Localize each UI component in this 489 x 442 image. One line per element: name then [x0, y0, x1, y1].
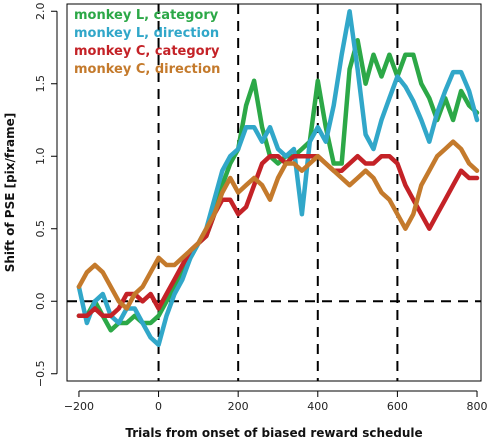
legend-entry-3: monkey C, category: [74, 44, 220, 59]
x-tick-label: −200: [64, 400, 94, 413]
legend-entry-2: monkey L, direction: [74, 26, 219, 41]
legend-entry-1: monkey L, category: [74, 8, 219, 23]
y-axis-label: Shift of PSE [pix/frame]: [3, 113, 17, 273]
series-line-1: [76, 37, 480, 333]
series-line-4: [76, 139, 480, 311]
legend-entry-4: monkey C, direction: [74, 62, 220, 77]
plot-frame: [66, 3, 482, 382]
series-layer: [76, 9, 480, 348]
x-tick-label: 800: [467, 400, 488, 413]
series-line-3: [76, 153, 480, 319]
x-tick-label: 0: [155, 400, 162, 413]
x-tick-label: 600: [387, 400, 408, 413]
x-tick-label: 200: [228, 400, 249, 413]
x-tick-label: 400: [307, 400, 328, 413]
y-tick-label: −0.5: [34, 360, 47, 387]
y-tick-label: 0.5: [34, 220, 47, 238]
x-axis: −200 0 200 400 600 800: [64, 390, 488, 413]
y-axis: −0.5 0.0 0.5 1.0 1.5 2.0: [34, 3, 58, 387]
x-axis-label: Trials from onset of biased reward sched…: [125, 426, 422, 440]
series-line-2: [76, 9, 480, 348]
y-tick-label: 2.0: [34, 3, 47, 21]
y-tick-label: 1.5: [34, 75, 47, 93]
legend: monkey L, category monkey L, direction mon…: [74, 8, 220, 77]
y-tick-label: 1.0: [34, 148, 47, 166]
y-tick-label: 0.0: [34, 293, 47, 311]
